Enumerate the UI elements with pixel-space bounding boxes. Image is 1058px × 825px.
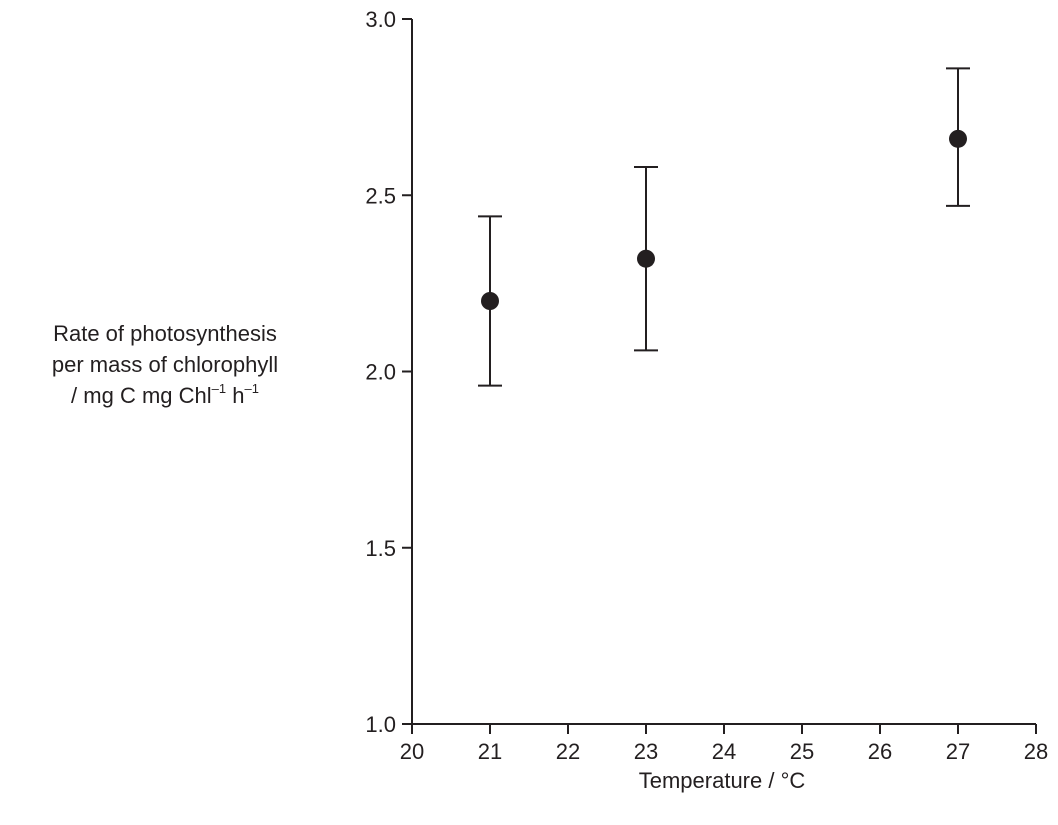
y-axis-title-sup-a: –1 xyxy=(211,380,227,396)
x-tick-label-1: 21 xyxy=(478,739,502,764)
y-axis-title-sup-b: –1 xyxy=(244,380,259,396)
x-tick-label-6: 26 xyxy=(868,739,892,764)
y-tick-label-2: 2.0 xyxy=(365,360,396,385)
x-axis-title: Temperature / °C xyxy=(639,768,806,793)
x-tick-label-5: 25 xyxy=(790,739,814,764)
data-point-1 xyxy=(637,249,655,268)
x-tick-label-8: 28 xyxy=(1024,739,1048,764)
data-point-2 xyxy=(949,129,967,148)
y-axis-title-unit-a: / mg C mg Chl xyxy=(71,383,212,408)
y-axis-title-line1: Rate of photosynthesis xyxy=(53,321,277,346)
axes xyxy=(411,19,1036,725)
y-tick-label-0: 1.0 xyxy=(365,712,396,737)
data-point-0 xyxy=(481,292,499,310)
x-tick-label-7: 27 xyxy=(946,739,970,764)
x-tick-label-2: 22 xyxy=(556,739,580,764)
y-tick-label-3: 2.5 xyxy=(365,183,396,208)
x-tick-label-0: 20 xyxy=(400,739,424,764)
y-axis-title-unit-b: h xyxy=(226,383,245,408)
x-tick-label-3: 23 xyxy=(634,739,658,764)
data-marks xyxy=(478,67,970,387)
y-tick-label-1: 1.5 xyxy=(365,536,396,561)
y-axis-title-line2: per mass of chlorophyll xyxy=(51,352,279,377)
y-axis-title: Rate of photosynthesis per mass of chlor… xyxy=(0,318,330,411)
y-axis-title-line3: / mg C mg Chl–1 h–1 xyxy=(0,380,330,411)
x-ticks: 20 21 22 23 24 25 26 27 28 xyxy=(400,724,1048,764)
x-tick-label-4: 24 xyxy=(712,739,736,764)
y-tick-label-4: 3.0 xyxy=(365,7,396,32)
y-ticks: 1.0 1.5 2.0 2.5 3.0 xyxy=(365,7,412,737)
